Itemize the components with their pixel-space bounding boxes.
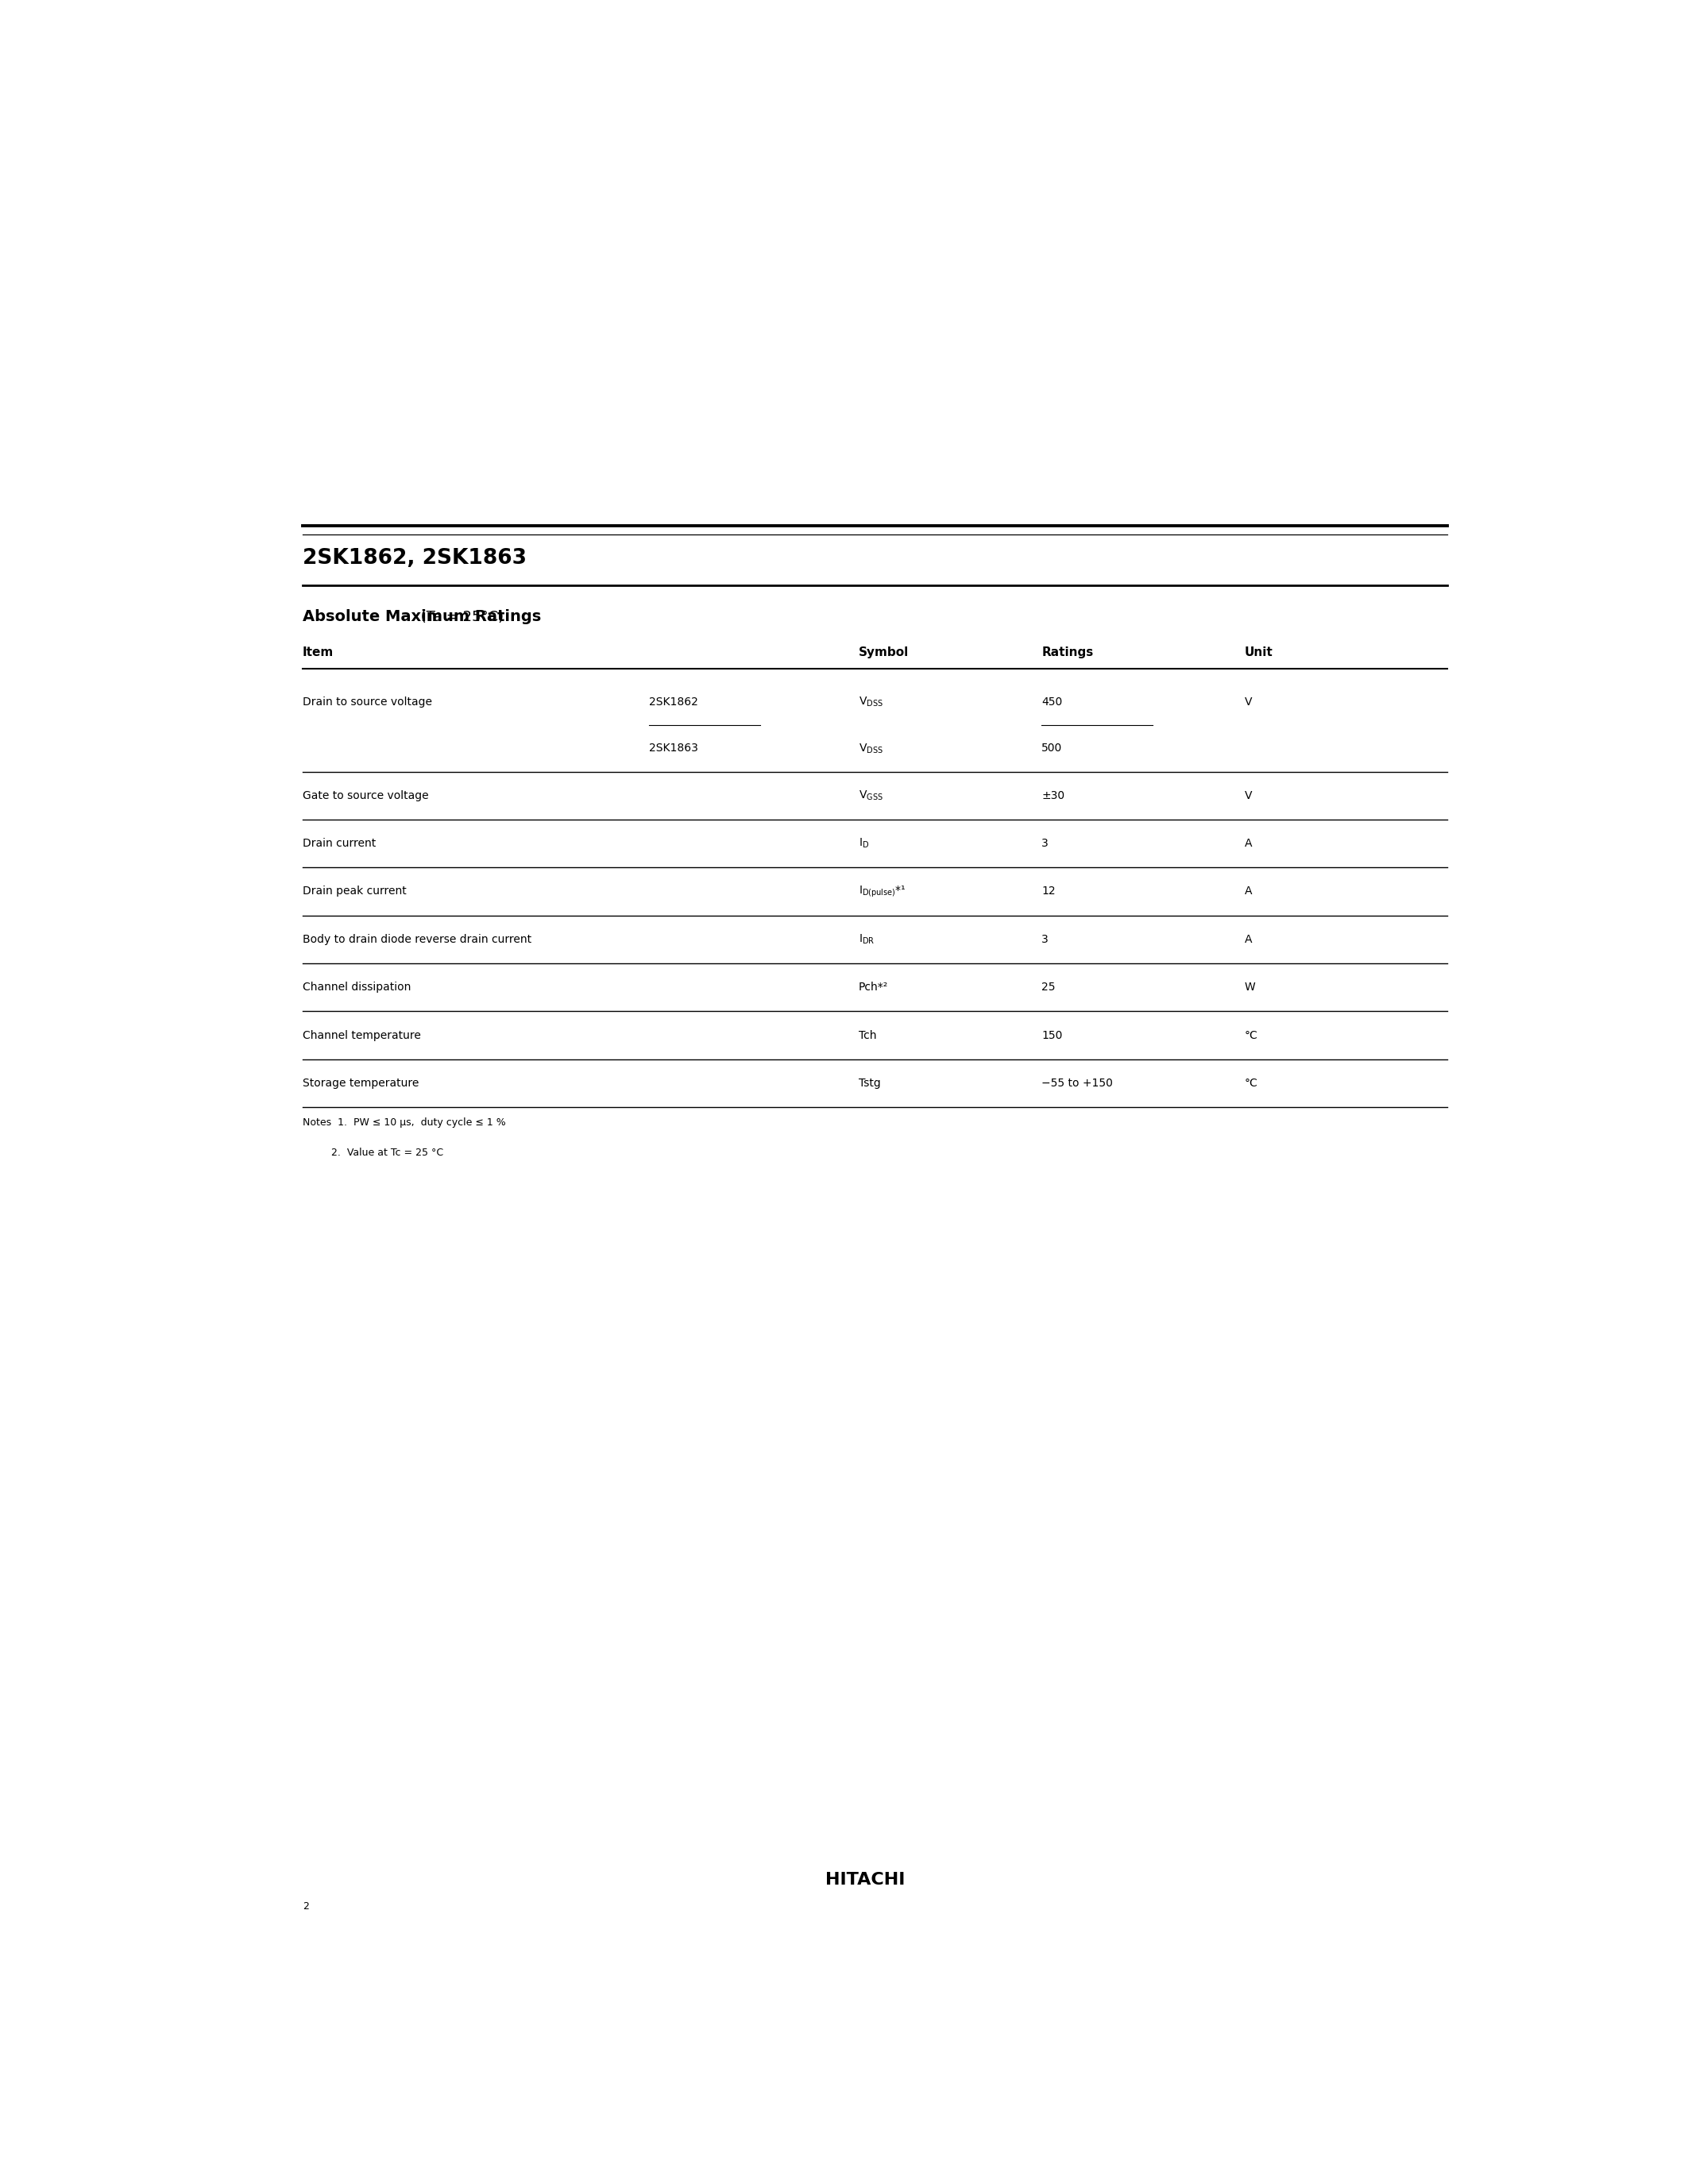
- Text: Pch*²: Pch*²: [859, 983, 888, 994]
- Text: Channel dissipation: Channel dissipation: [302, 983, 410, 994]
- Text: A: A: [1244, 839, 1252, 850]
- Text: 12: 12: [1041, 887, 1055, 898]
- Text: °C: °C: [1244, 1077, 1258, 1088]
- Text: A: A: [1244, 887, 1252, 898]
- Text: Ratings: Ratings: [1041, 646, 1094, 657]
- Text: 25: 25: [1041, 983, 1055, 994]
- Text: Gate to source voltage: Gate to source voltage: [302, 791, 429, 802]
- Text: Body to drain diode reverse drain current: Body to drain diode reverse drain curren…: [302, 935, 532, 946]
- Text: Drain peak current: Drain peak current: [302, 887, 407, 898]
- Text: Channel temperature: Channel temperature: [302, 1029, 420, 1042]
- Text: 2SK1863: 2SK1863: [650, 743, 699, 753]
- Text: Drain current: Drain current: [302, 839, 376, 850]
- Text: 2.  Value at Tc = 25 °C: 2. Value at Tc = 25 °C: [302, 1147, 444, 1158]
- Text: W: W: [1244, 983, 1256, 994]
- Text: V$_\mathregular{DSS}$: V$_\mathregular{DSS}$: [859, 743, 883, 756]
- Text: (Ta = 25°C): (Ta = 25°C): [417, 609, 503, 625]
- Text: 500: 500: [1041, 743, 1062, 753]
- Text: 3: 3: [1041, 839, 1048, 850]
- Text: 2SK1862, 2SK1863: 2SK1862, 2SK1863: [302, 548, 527, 568]
- Text: 3: 3: [1041, 935, 1048, 946]
- Text: 2SK1862: 2SK1862: [650, 697, 699, 708]
- Text: V: V: [1244, 791, 1252, 802]
- Text: HITACHI: HITACHI: [825, 1872, 905, 1887]
- Text: Unit: Unit: [1244, 646, 1273, 657]
- Text: Tch: Tch: [859, 1029, 876, 1042]
- Text: Symbol: Symbol: [859, 646, 908, 657]
- Text: A: A: [1244, 935, 1252, 946]
- Text: Tstg: Tstg: [859, 1077, 881, 1088]
- Text: Item: Item: [302, 646, 334, 657]
- Text: V: V: [1244, 697, 1252, 708]
- Text: 450: 450: [1041, 697, 1062, 708]
- Text: V$_\mathregular{DSS}$: V$_\mathregular{DSS}$: [859, 697, 883, 710]
- Text: Drain to source voltage: Drain to source voltage: [302, 697, 432, 708]
- Text: V$_\mathregular{GSS}$: V$_\mathregular{GSS}$: [859, 788, 883, 802]
- Text: I$_\mathregular{D}$: I$_\mathregular{D}$: [859, 836, 869, 850]
- Text: Notes  1.  PW ≤ 10 μs,  duty cycle ≤ 1 %: Notes 1. PW ≤ 10 μs, duty cycle ≤ 1 %: [302, 1118, 506, 1127]
- Text: I$_\mathregular{DR}$: I$_\mathregular{DR}$: [859, 933, 874, 946]
- Text: Absolute Maximum Ratings: Absolute Maximum Ratings: [302, 609, 542, 625]
- Text: I$_\mathregular{D(pulse)}$*¹: I$_\mathregular{D(pulse)}$*¹: [859, 885, 906, 898]
- Text: 150: 150: [1041, 1029, 1063, 1042]
- Text: °C: °C: [1244, 1029, 1258, 1042]
- Text: −55 to +150: −55 to +150: [1041, 1077, 1112, 1088]
- Text: 2: 2: [302, 1902, 309, 1911]
- Text: ±30: ±30: [1041, 791, 1065, 802]
- Text: Storage temperature: Storage temperature: [302, 1077, 419, 1088]
